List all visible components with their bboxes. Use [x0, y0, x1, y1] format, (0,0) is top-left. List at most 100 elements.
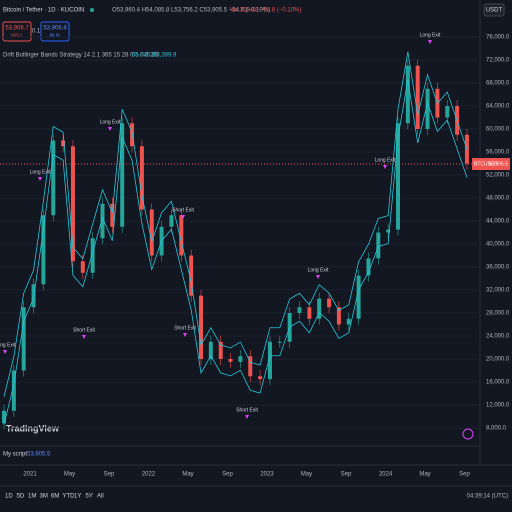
spread: 0.1 — [32, 29, 41, 35]
candle — [238, 356, 243, 362]
symbol: Bitcoin / Tether · 1D · KUCOIN — [3, 8, 84, 14]
candle — [356, 275, 361, 319]
y-tick-label: 60,000.0 — [486, 127, 510, 133]
y-tick-label: 52,000.0 — [486, 173, 510, 179]
replay-icon[interactable] — [462, 428, 474, 440]
candle — [2, 410, 6, 424]
x-tick-label: Sep — [341, 472, 352, 478]
upper-band — [3, 51, 468, 397]
candle — [425, 88, 430, 129]
trade-arrow — [38, 177, 42, 181]
x-tick-label: 2024 — [379, 472, 393, 478]
range-button[interactable]: 5D — [17, 494, 25, 500]
y-tick-label: 32,000.0 — [486, 288, 510, 294]
script-name: My script — [3, 452, 27, 458]
buy-button[interactable] — [40, 21, 70, 42]
range-button[interactable]: All — [97, 494, 104, 500]
x-tick-label: Sep — [222, 472, 233, 478]
candle — [386, 229, 391, 233]
range-button[interactable]: 1Y — [74, 494, 81, 500]
candle — [258, 376, 263, 380]
price-tag-symbol: BTCUSDT — [474, 161, 498, 167]
y-tick-label: 72,000.0 — [486, 58, 510, 64]
candle — [90, 238, 95, 273]
trade-annotation: Long Exit — [100, 119, 121, 125]
candle — [376, 232, 381, 259]
buy-label[interactable]: BUY — [50, 33, 61, 39]
clock: 04:39:14 (UTC) — [467, 494, 508, 500]
candle — [307, 307, 312, 319]
range-button[interactable]: 3M — [40, 494, 48, 500]
trade-arrow — [181, 215, 185, 219]
candle — [366, 258, 371, 276]
sell-label[interactable]: SELL — [11, 33, 23, 39]
range-button[interactable]: 5Y — [86, 494, 93, 500]
candle — [248, 356, 253, 377]
trade-arrow — [108, 127, 112, 131]
sell-price[interactable]: 53,906.7 — [5, 26, 29, 32]
sell-button[interactable] — [2, 21, 32, 42]
range-button[interactable]: YTD — [63, 494, 76, 500]
candle — [396, 123, 400, 230]
range-button[interactable]: 1M — [28, 494, 36, 500]
y-tick-label: 36,000.0 — [486, 265, 510, 271]
candle — [169, 215, 174, 227]
y-tick-label: 64,000.0 — [486, 104, 510, 110]
candle — [317, 298, 322, 319]
status-dot — [90, 8, 94, 12]
candle — [445, 106, 450, 118]
trade-annotation: Long Exit — [375, 157, 396, 163]
trade-annotation: Long Exit — [420, 32, 441, 38]
trade-annotation: Short Exit — [236, 407, 258, 413]
buy-price[interactable]: 53,906.8 — [43, 26, 67, 32]
x-tick-label: Sep — [104, 472, 115, 478]
trade-arrow — [82, 335, 86, 339]
candle — [179, 215, 184, 256]
trade-arrow — [183, 333, 187, 337]
y-tick-label: 44,000.0 — [486, 219, 510, 225]
trade-annotation: Short Exit — [174, 325, 196, 331]
candle — [80, 261, 85, 273]
strategy-lower: 53,399.9 — [153, 53, 177, 59]
x-tick-label: 2021 — [23, 472, 37, 478]
candle — [139, 146, 144, 210]
candle — [218, 341, 223, 359]
y-tick-label: 16,000.0 — [486, 380, 510, 386]
candle — [267, 341, 272, 380]
candle — [199, 295, 203, 359]
lower-band — [3, 79, 468, 425]
candle — [277, 341, 282, 343]
trade-arrow — [316, 275, 320, 279]
candle — [189, 255, 194, 296]
candle — [228, 359, 233, 362]
range-button[interactable]: 6M — [51, 494, 59, 500]
trade-annotation: Long Exit — [0, 342, 16, 348]
x-tick-label: May — [64, 472, 75, 478]
y-tick-label: 12,000.0 — [486, 403, 510, 409]
x-tick-label: May — [419, 472, 430, 478]
volume: Vol 228.48 −54.8 (−0.10%) — [230, 8, 301, 14]
price-tag — [472, 158, 510, 170]
trade-annotation: Long Exit — [30, 169, 51, 175]
y-tick-label: 40,000.0 — [486, 242, 510, 248]
ohlc: O53,960.4 H54,085.8 L53,756.2 C53,905.5 … — [112, 8, 270, 14]
candle — [11, 370, 16, 411]
candle — [110, 203, 115, 227]
y-tick-label: 76,000.0 — [486, 35, 510, 41]
script-value: 53,905.5 — [27, 452, 51, 458]
trade-arrow — [3, 350, 7, 354]
candle — [405, 65, 410, 124]
range-button[interactable]: 1D — [5, 494, 13, 500]
y-tick-label: 24,000.0 — [486, 334, 510, 340]
candle — [120, 123, 125, 227]
x-tick-label: 2022 — [142, 472, 156, 478]
candle — [70, 146, 75, 262]
x-tick-label: Sep — [459, 472, 470, 478]
trade-arrow — [428, 40, 432, 44]
x-tick-label: May — [182, 472, 193, 478]
currency[interactable]: USDT — [486, 8, 503, 14]
currency-box[interactable] — [483, 3, 505, 17]
trade-arrow — [383, 165, 387, 169]
